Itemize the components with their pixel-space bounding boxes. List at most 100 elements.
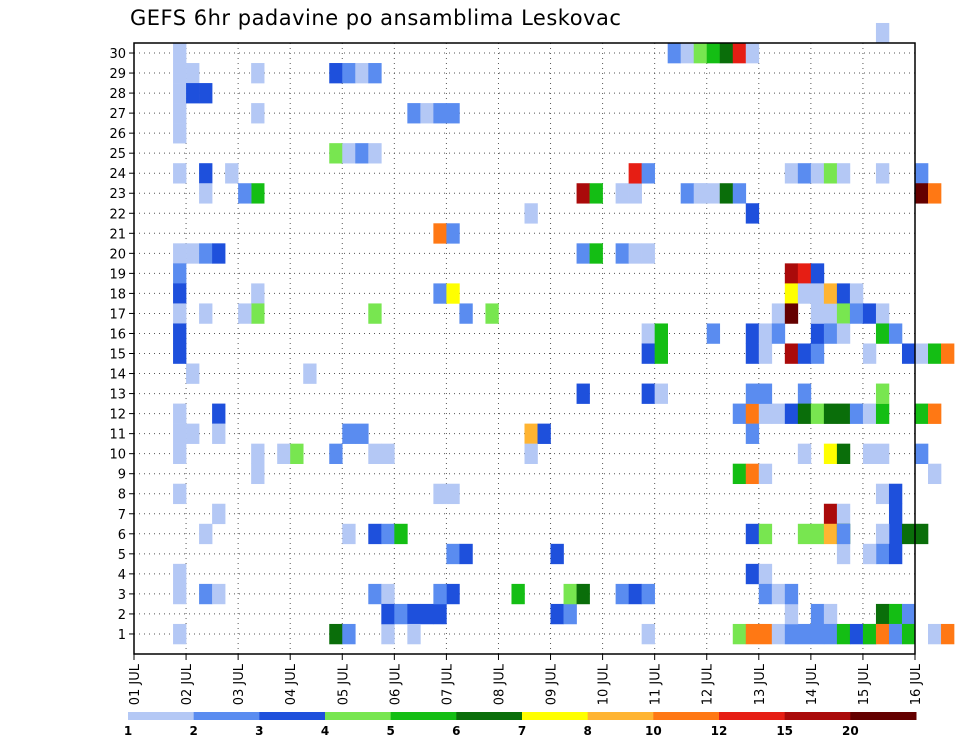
heatmap-cell (199, 183, 213, 204)
color-legend: 1 2 3 4 5 6 7 8 10 12 15 20 (124, 712, 917, 738)
heatmap-cell (862, 623, 877, 645)
heatmap-cell (420, 103, 434, 124)
heatmap-cell (771, 403, 786, 424)
heatmap-cell (342, 63, 356, 84)
x-tick-label: 06 JUL (388, 663, 403, 705)
heatmap-cell (862, 343, 877, 364)
heatmap-cell (758, 563, 773, 585)
heatmap-cell (823, 603, 838, 625)
y-tick-label: 1 (118, 628, 126, 643)
heatmap-cell (810, 323, 825, 344)
heatmap-cell (654, 323, 668, 344)
heatmap-cell (810, 343, 825, 364)
y-tick-label: 13 (109, 388, 126, 403)
heatmap-cell (745, 43, 760, 64)
y-tick-label: 16 (109, 327, 126, 342)
heatmap-cell (641, 583, 655, 605)
heatmap-cell (875, 543, 890, 565)
x-tick-label: 12 JUL (701, 663, 716, 705)
heatmap-cell (928, 343, 942, 364)
y-tick-label: 25 (109, 147, 126, 162)
x-axis: 01 JUL 02 JUL 03 JUL 04 JUL 05 JUL 06 JUL 07 J… (128, 654, 924, 705)
heatmap-cell (277, 443, 291, 464)
heatmap-cell (901, 623, 916, 645)
heatmap-cell (173, 623, 187, 645)
heatmap-cell (732, 403, 747, 424)
heatmap-cell (173, 423, 187, 444)
heatmap-cell (758, 343, 773, 364)
heatmap-cell (784, 283, 799, 304)
heatmap-cell (433, 483, 447, 505)
y-tick-label: 3 (118, 588, 126, 603)
heatmap-cell (862, 303, 877, 324)
legend-label: 4 (321, 724, 329, 738)
heatmap-cell (342, 523, 356, 545)
heatmap-cell (836, 443, 851, 464)
heatmap-cell (810, 283, 825, 304)
heatmap-cell (628, 163, 642, 184)
heatmap-cell (797, 283, 812, 304)
heatmap-cell (810, 523, 825, 545)
heatmap-cell (433, 283, 447, 304)
heatmap-cell (875, 443, 890, 464)
legend-label: 15 (776, 724, 793, 738)
heatmap-cell (459, 543, 473, 565)
heatmap-cell (810, 603, 825, 625)
heatmap-cell (173, 43, 187, 64)
heatmap-cell (342, 623, 356, 645)
heatmap-cell (862, 403, 877, 424)
heatmap-cell (928, 463, 942, 485)
heatmap-cell (394, 523, 408, 545)
heatmap-cell (446, 543, 460, 565)
heatmap-cell (797, 623, 812, 645)
heatmap-cell (719, 43, 734, 64)
heatmap-cell (862, 443, 877, 464)
legend-label: 10 (645, 724, 662, 738)
heatmap-cell (576, 383, 590, 404)
heatmap-cell (732, 463, 747, 485)
heatmap-cell (784, 603, 799, 625)
heatmap-cell (212, 503, 226, 525)
heatmap-cell (797, 383, 812, 404)
heatmap-cell (342, 143, 356, 164)
heatmap-cell (823, 623, 838, 645)
heatmap-cell (355, 143, 369, 164)
heatmap-cell (915, 523, 929, 545)
y-tick-label: 6 (118, 528, 126, 543)
y-tick-label: 14 (109, 368, 126, 383)
heatmap-cell (368, 303, 382, 324)
heatmap-cell (745, 523, 760, 545)
heatmap-cell (888, 623, 903, 645)
heatmap-cell (433, 603, 447, 625)
y-tick-label: 12 (109, 408, 126, 423)
heatmap-cell (173, 123, 187, 144)
y-tick-label: 28 (109, 87, 126, 102)
heatmap-cell (784, 303, 799, 324)
legend-swatch (784, 712, 851, 720)
heatmap-cell (368, 63, 382, 84)
heatmap-cell (446, 483, 460, 505)
heatmap-cell (212, 423, 226, 444)
y-tick-label: 4 (118, 568, 126, 583)
heatmap-cell (641, 243, 655, 264)
y-tick-label: 29 (109, 67, 126, 82)
x-tick-label: 15 JUL (857, 663, 872, 705)
heatmap-cell (212, 243, 226, 264)
heatmap-cell (589, 243, 603, 264)
heatmap-cell (420, 603, 434, 625)
heatmap-cell (758, 403, 773, 424)
heatmap-cell (212, 403, 226, 424)
heatmap-cell (810, 163, 825, 184)
y-tick-label: 22 (109, 207, 126, 222)
heatmap-cell (915, 183, 929, 204)
heatmap-cell (928, 623, 942, 645)
y-tick-label: 10 (109, 448, 126, 463)
heatmap-cell (251, 183, 265, 204)
heatmap-cell (888, 523, 903, 545)
heatmap-cell (628, 243, 642, 264)
heatmap-cell (745, 383, 760, 404)
heatmap-cell (173, 443, 187, 464)
heatmap-cell (706, 43, 721, 64)
heatmap-cell (628, 183, 642, 204)
